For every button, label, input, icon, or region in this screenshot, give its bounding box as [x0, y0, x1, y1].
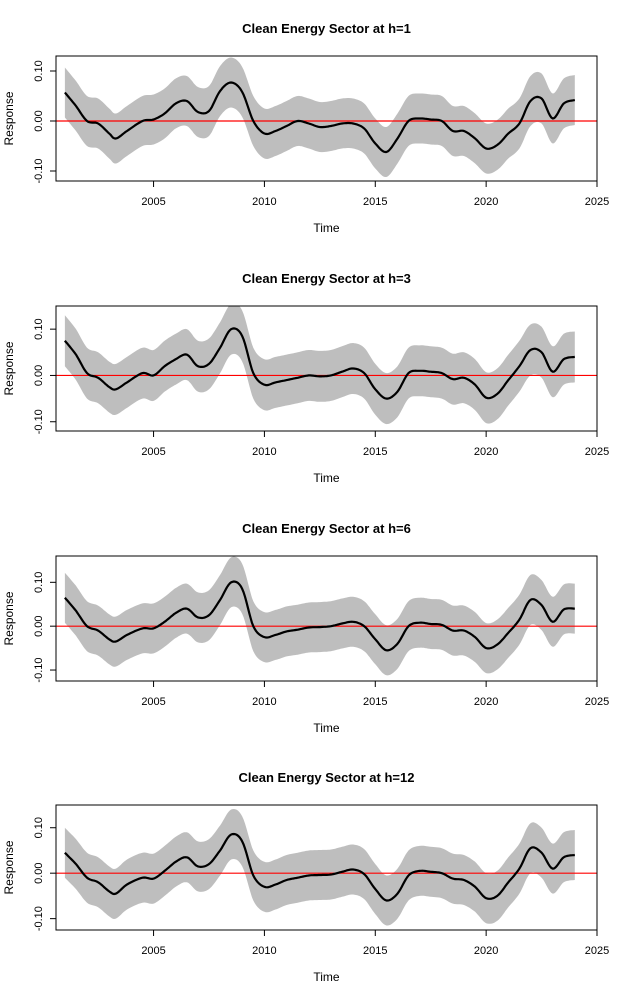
response-line	[64, 327, 576, 400]
chart-panel-h1: 2005 2010 2015 2020 2025 -0.10 0.00 0.10 Clean E…	[0, 0, 625, 250]
x-tick-label: 2015	[363, 196, 387, 208]
x-tick-label: 2010	[252, 446, 276, 458]
response-line	[64, 580, 576, 652]
y-tick-label: 0.00	[33, 862, 45, 883]
y-tick-label: 0.00	[33, 365, 45, 386]
plot-frame	[55, 804, 598, 931]
x-tick-label: 2010	[252, 696, 276, 708]
y-tick-label: -0.10	[33, 657, 45, 682]
x-tick-label: 2010	[252, 196, 276, 208]
x-tick-label: 2015	[363, 446, 387, 458]
response-line	[64, 81, 576, 154]
chart-panel-h3: 2005 2010 2015 2020 2025 -0.10 0.00 0.10 Clean E…	[0, 250, 625, 500]
plot-frame	[55, 555, 598, 682]
x-tick-label: 2020	[474, 696, 498, 708]
confidence-band	[64, 556, 575, 676]
x-axis-label: Time	[313, 721, 340, 735]
y-tick-label: -0.10	[33, 409, 45, 434]
y-tick-label: -0.10	[33, 158, 45, 183]
x-tick-label: 2025	[585, 446, 609, 458]
chart-title: Clean Energy Sector at h=12	[239, 770, 415, 785]
confidence-band	[64, 306, 575, 425]
chart-svg: 2005 2010 2015 2020 2025 -0.10 0.00 0.10 Clean E…	[2, 521, 609, 735]
x-tick-label: 2025	[585, 696, 609, 708]
y-tick-label: 0.10	[33, 572, 45, 593]
x-tick-label: 2020	[474, 446, 498, 458]
chart-title: Clean Energy Sector at h=6	[242, 521, 411, 536]
y-axis-label: Response	[2, 91, 16, 145]
confidence-band	[64, 809, 575, 926]
x-axis-label: Time	[313, 221, 340, 235]
x-tick-label: 2005	[141, 196, 165, 208]
x-axis-label: Time	[313, 471, 340, 485]
y-tick-label: 0.10	[33, 817, 45, 838]
y-tick-label: -0.10	[33, 906, 45, 931]
y-tick-label: 0.00	[33, 615, 45, 636]
x-tick-label: 2015	[363, 945, 387, 957]
x-tick-label: 2020	[474, 945, 498, 957]
chart-svg: 2005 2010 2015 2020 2025 -0.10 0.00 0.10 Clean E…	[2, 21, 609, 235]
chart-title: Clean Energy Sector at h=1	[242, 21, 411, 36]
x-axis-label: Time	[313, 970, 340, 984]
x-tick-label: 2020	[474, 196, 498, 208]
chart-svg: 2005 2010 2015 2020 2025 -0.10 0.00 0.10 Clean E…	[2, 770, 609, 984]
y-tick-label: 0.10	[33, 318, 45, 339]
x-tick-label: 2005	[141, 446, 165, 458]
x-tick-label: 2005	[141, 945, 165, 957]
y-axis-label: Response	[2, 341, 16, 395]
response-line	[64, 832, 576, 902]
plot-frame	[55, 305, 598, 432]
x-tick-label: 2025	[585, 196, 609, 208]
chart-title: Clean Energy Sector at h=3	[242, 271, 411, 286]
chart-svg: 2005 2010 2015 2020 2025 -0.10 0.00 0.10 Clean E…	[2, 271, 609, 485]
y-axis-label: Response	[2, 591, 16, 645]
plot-frame	[55, 55, 598, 182]
x-tick-label: 2005	[141, 696, 165, 708]
x-tick-label: 2025	[585, 945, 609, 957]
x-tick-label: 2015	[363, 696, 387, 708]
chart-panel-h6: 2005 2010 2015 2020 2025 -0.10 0.00 0.10 Clean E…	[0, 500, 625, 750]
x-tick-label: 2010	[252, 945, 276, 957]
y-axis-label: Response	[2, 840, 16, 894]
y-tick-label: 0.00	[33, 110, 45, 131]
chart-panel-h12: 2005 2010 2015 2020 2025 -0.10 0.00 0.10 Clean E…	[0, 749, 625, 999]
y-tick-label: 0.10	[33, 60, 45, 81]
confidence-band	[64, 57, 575, 177]
